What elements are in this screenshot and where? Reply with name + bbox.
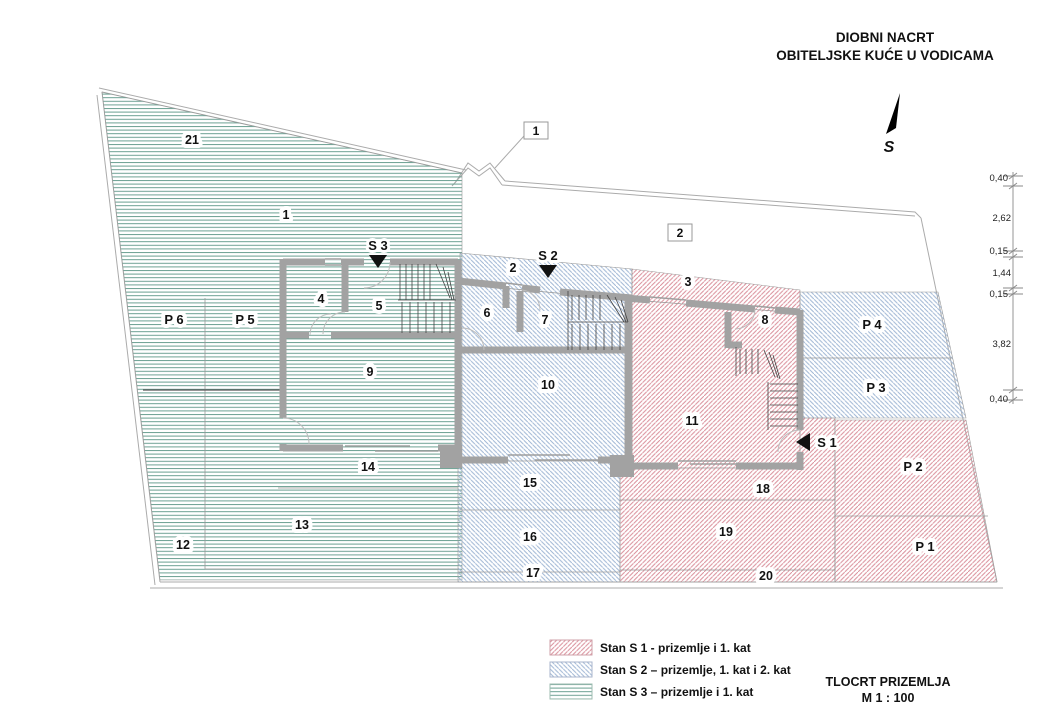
stair-blue-unit: [567, 291, 629, 350]
north-arrow: S: [884, 93, 900, 156]
area-label-13: 13: [295, 518, 309, 532]
area-label-15: 15: [523, 476, 537, 490]
dim-3: 1,44: [993, 268, 1012, 279]
legend-label-s1: Stan S 1 - prizemlje i 1. kat: [600, 641, 751, 655]
area-label-5: 5: [376, 299, 383, 313]
drawing-title-line2: OBITELJSKE KUĆE U VODICAMA: [776, 48, 994, 63]
entrance-s1-arrow-icon: [796, 433, 810, 451]
entrance-marker-s3: S 3: [365, 235, 391, 268]
area-label-18: 18: [756, 482, 770, 496]
dim-2: 0,15: [990, 246, 1009, 257]
legend-item-stan-s1: Stan S 1 - prizemlje i 1. kat: [549, 639, 751, 656]
area-label-8: 8: [762, 313, 769, 327]
boxed-label-1-text: 1: [533, 124, 540, 138]
door-arcs: [282, 261, 801, 453]
area-label-19: 19: [719, 525, 733, 539]
parcel-division-lines: [143, 298, 988, 582]
legend-item-stan-s2: Stan S 2 – prizemlje, 1. kat i 2. kat: [549, 661, 791, 678]
dim-0: 0,40: [990, 173, 1009, 184]
dim-5: 3,82: [993, 339, 1012, 350]
legend-item-stan-s3: Stan S 3 – prizemlje i 1. kat: [549, 683, 753, 700]
area-label-3: 3: [685, 275, 692, 289]
legend: Stan S 1 - prizemlje i 1. kat Stan S 2 –…: [549, 639, 791, 700]
dim-4: 0,15: [990, 289, 1009, 300]
area-label-16: 16: [523, 530, 537, 544]
entrance-marker-s2: S 2: [535, 245, 561, 278]
area-label-10: 10: [541, 378, 555, 392]
boxed-label-2: 2: [667, 223, 693, 242]
area-label-6: 6: [484, 306, 491, 320]
area-label-11: 11: [685, 414, 698, 428]
legend-label-s2: Stan S 2 – prizemlje, 1. kat i 2. kat: [600, 663, 791, 677]
dim-1: 2,62: [993, 213, 1012, 224]
zone-stan-s2-blue: [457, 252, 967, 583]
entrance-s2-label: S 2: [538, 248, 558, 263]
scale-block: TLOCRT PRIZEMLJA M 1 : 100: [826, 675, 951, 705]
drawing-title: DIOBNI NACRT OBITELJSKE KUĆE U VODICAMA: [776, 30, 994, 63]
area-label-p1: P 1: [915, 539, 934, 554]
walls-green-unit: [279, 258, 462, 468]
legend-swatch-s3-icon: [549, 683, 593, 700]
dim-6: 0,40: [990, 394, 1009, 405]
area-label-p6: P 6: [164, 312, 183, 327]
area-label-1: 1: [283, 208, 290, 222]
entrance-s2-arrow-icon: [539, 265, 557, 278]
area-label-7: 7: [542, 313, 549, 327]
entrance-s1-label: S 1: [817, 435, 837, 450]
stair-red-unit: [735, 347, 798, 430]
area-label-9: 9: [367, 365, 374, 379]
area-label-p3: P 3: [866, 380, 885, 395]
legend-label-s3: Stan S 3 – prizemlje i 1. kat: [600, 685, 753, 699]
entrance-marker-s1: S 1: [796, 432, 840, 453]
stair-green-unit: [398, 263, 456, 333]
area-label-21: 21: [185, 133, 199, 147]
area-label-20: 20: [759, 569, 773, 583]
walls-red-unit: [624, 294, 804, 470]
area-label-p4: P 4: [862, 317, 882, 332]
scale-line1: TLOCRT PRIZEMLJA: [826, 675, 951, 689]
entrance-s3-label: S 3: [368, 238, 388, 253]
area-label-2: 2: [510, 261, 517, 275]
north-arrow-label: S: [884, 139, 895, 156]
area-label-12: 12: [176, 538, 190, 552]
dimension-chain: 0,40 2,62 0,15 1,44 0,15 3,82 0,40: [990, 172, 1023, 405]
legend-swatch-s2-icon: [549, 661, 593, 678]
area-label-17: 17: [526, 566, 540, 580]
area-label-p2: P 2: [903, 459, 922, 474]
legend-swatch-s1-icon: [549, 639, 593, 656]
north-arrow-icon: [886, 93, 900, 134]
walls-blue-unit: [457, 277, 634, 477]
boxed-label-1: 1: [494, 121, 549, 169]
area-label-p5: P 5: [235, 312, 254, 327]
entrance-s3-arrow-icon: [369, 255, 387, 268]
drawing-title-line1: DIOBNI NACRT: [836, 30, 935, 45]
boxed-label-2-text: 2: [677, 226, 684, 240]
area-label-4: 4: [318, 292, 325, 306]
area-label-14: 14: [361, 460, 375, 474]
scale-line2: M 1 : 100: [862, 691, 915, 705]
